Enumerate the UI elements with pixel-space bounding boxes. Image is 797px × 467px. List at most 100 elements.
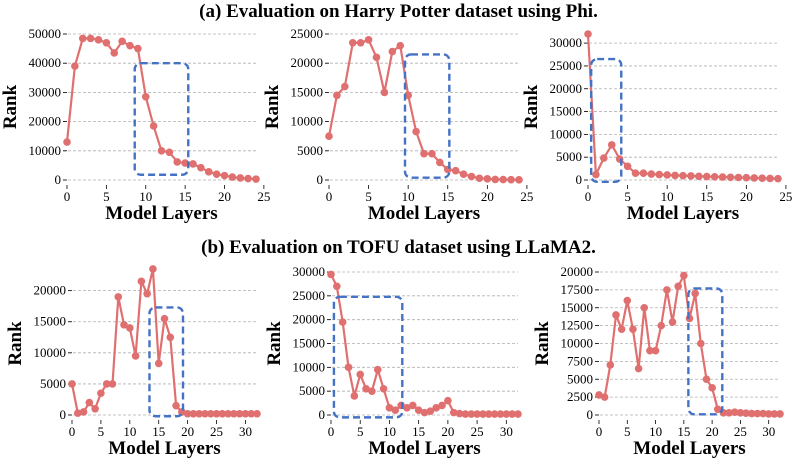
- x-tick-label: 20: [481, 189, 494, 204]
- y-tick-label: 25000: [291, 26, 324, 41]
- data-point: [770, 410, 779, 418]
- data-point: [118, 37, 126, 46]
- data-point: [404, 91, 412, 100]
- y-tick-label: 20000: [293, 312, 326, 327]
- data-point: [244, 174, 252, 183]
- y-tick-label: 30000: [293, 264, 326, 279]
- data-point: [655, 170, 664, 179]
- y-tick-label: 50000: [29, 26, 62, 41]
- x-tick-label: 0: [596, 424, 603, 439]
- data-point: [86, 34, 95, 43]
- data-point: [774, 174, 782, 183]
- data-point: [166, 333, 175, 342]
- y-axis-label: Rank: [262, 84, 283, 129]
- data-point: [385, 404, 394, 412]
- data-point: [496, 410, 505, 418]
- data-point: [479, 410, 487, 418]
- data-point: [499, 175, 507, 184]
- x-tick-label: 15: [700, 189, 713, 204]
- y-tick-label: 20000: [34, 283, 67, 298]
- x-tick-label: 15: [152, 424, 165, 439]
- data-point: [78, 34, 87, 43]
- y-tick-label: 0: [317, 172, 324, 187]
- data-point: [451, 166, 460, 175]
- data-point: [102, 380, 111, 388]
- data-point: [154, 359, 163, 368]
- data-point: [651, 346, 660, 355]
- data-point: [373, 365, 382, 374]
- data-point: [137, 277, 146, 286]
- x-tick-label: 0: [64, 189, 71, 204]
- data-point: [702, 172, 711, 181]
- x-tick-label: 30: [239, 424, 252, 439]
- y-tick-label: 20000: [550, 81, 583, 96]
- data-point: [502, 410, 511, 418]
- data-point: [120, 321, 128, 329]
- x-tick-label: 15: [412, 424, 425, 439]
- y-tick-label: 30000: [29, 84, 62, 99]
- data-point: [172, 401, 180, 410]
- data-point: [432, 404, 440, 412]
- data-point: [702, 375, 711, 384]
- y-tick-label: 10000: [291, 114, 324, 129]
- data-point: [341, 82, 349, 91]
- data-point: [212, 409, 221, 418]
- data-point: [79, 408, 88, 416]
- data-point: [368, 387, 376, 395]
- data-point: [143, 289, 151, 298]
- y-tick-label: 5000: [40, 376, 66, 391]
- data-point: [695, 172, 703, 181]
- data-point: [691, 289, 699, 298]
- highlight-box: [687, 287, 724, 416]
- data-point: [63, 138, 71, 146]
- data-point: [766, 174, 774, 183]
- y-axis-label: Rank: [5, 321, 26, 366]
- data-point: [600, 393, 609, 401]
- y-tick-label: 2500: [567, 389, 593, 404]
- data-point: [663, 286, 671, 294]
- data-point: [94, 36, 103, 44]
- data-point: [403, 404, 411, 412]
- chart-b1: 0 5000 10000 15000 20000 0 5 10 15 20 25 30 Model La…: [5, 265, 261, 459]
- data-point: [348, 38, 357, 47]
- data-point: [228, 173, 237, 181]
- series-line: [327, 38, 520, 181]
- y-tick-label: 15000: [550, 104, 583, 119]
- highlight-box: [332, 295, 404, 419]
- data-point: [764, 410, 773, 418]
- y-tick-label: 30000: [550, 35, 583, 50]
- data-point: [483, 175, 492, 183]
- data-point: [484, 410, 493, 418]
- x-tick-label: 30: [762, 424, 775, 439]
- data-point: [426, 407, 435, 415]
- x-tick-label: 10: [402, 189, 415, 204]
- x-tick-label: 10: [649, 424, 662, 439]
- x-axis-label: Model Layers: [368, 438, 480, 459]
- data-point: [218, 409, 227, 418]
- data-point: [467, 172, 476, 181]
- data-point: [473, 410, 481, 418]
- y-tick-label: 15000: [34, 314, 67, 329]
- data-point: [102, 38, 111, 47]
- data-point: [327, 270, 335, 279]
- y-tick-label: 0: [60, 407, 67, 422]
- data-point: [173, 158, 182, 166]
- data-point: [515, 176, 523, 184]
- data-point: [189, 409, 198, 418]
- x-tick-label: 5: [624, 424, 631, 439]
- x-tick-label: 20: [441, 424, 454, 439]
- data-point: [428, 149, 436, 158]
- data-point: [388, 47, 397, 56]
- data-point: [236, 174, 245, 182]
- data-point: [657, 321, 666, 330]
- chart-a2: 0 5000 10000 15000 20000 25000 0 5 10 15 20 25 Model…: [262, 26, 533, 224]
- data-point: [420, 149, 428, 158]
- data-point: [758, 174, 766, 182]
- x-tick-label: 5: [103, 189, 110, 204]
- y-tick-label: 10000: [561, 336, 594, 351]
- x-axis-label: Model Layers: [105, 203, 217, 224]
- data-point: [444, 396, 452, 405]
- y-tick-label: 20000: [291, 55, 324, 70]
- data-point: [742, 409, 750, 418]
- data-point: [149, 122, 158, 130]
